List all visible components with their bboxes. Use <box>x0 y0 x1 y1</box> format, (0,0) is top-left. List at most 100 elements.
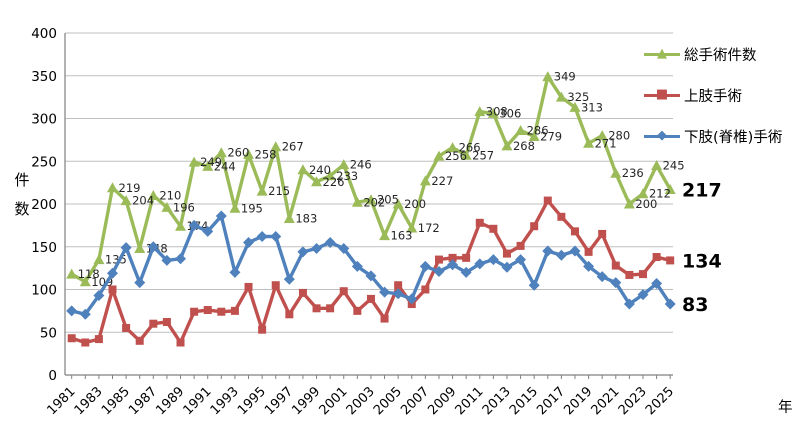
triangle-marker <box>243 148 255 159</box>
square-marker <box>108 285 117 294</box>
diamond-marker <box>188 219 200 231</box>
x-tick-label: 2021 <box>589 384 623 418</box>
x-tick-label: 2015 <box>507 384 541 418</box>
data-label: 163 <box>391 229 413 243</box>
data-label: 196 <box>173 200 195 214</box>
triangle-marker <box>270 141 282 152</box>
square-marker <box>149 319 158 328</box>
y-tick-label: 200 <box>31 197 57 213</box>
diamond-marker <box>474 258 486 270</box>
diamond-marker <box>637 289 649 301</box>
lower-limb-series-swatch: ◆ <box>644 129 680 142</box>
triangle-marker <box>474 106 486 117</box>
data-label: 233 <box>336 169 358 183</box>
legend-label-upper-limb: 上肢手術 <box>684 88 742 105</box>
end-value-label: 217 <box>682 179 722 201</box>
triangle-marker <box>447 142 459 153</box>
triangle-marker <box>120 195 132 206</box>
triangle-marker <box>202 160 214 171</box>
triangle-marker <box>161 201 173 212</box>
diamond-marker <box>365 270 377 282</box>
triangle-marker <box>215 147 227 158</box>
diamond-marker <box>175 253 187 265</box>
triangle-marker <box>623 198 635 209</box>
square-marker <box>638 270 647 279</box>
triangle-marker <box>406 222 418 233</box>
data-label: 236 <box>622 166 644 180</box>
x-tick-label: 1997 <box>262 384 296 418</box>
data-label: 212 <box>649 187 671 201</box>
triangle-marker-icon: ▲ <box>657 45 667 61</box>
data-label: 257 <box>472 148 494 162</box>
diamond-marker <box>351 260 363 272</box>
triangle-marker <box>324 170 336 181</box>
legend: ▲ 総手術件数 ■ 上肢手術 ◆ 下肢(脊椎)手術 <box>640 40 787 163</box>
triangle-marker <box>637 188 649 199</box>
triangle-marker <box>664 183 676 194</box>
triangle-marker <box>351 196 363 207</box>
data-label: 249 <box>200 155 222 169</box>
legend-item-total: ▲ 総手術件数 <box>640 40 787 68</box>
y-tick-label: 250 <box>31 154 57 170</box>
data-label: 172 <box>418 221 440 235</box>
x-tick-label: 1989 <box>153 384 187 418</box>
legend-item-upper-limb: ■ 上肢手術 <box>640 81 787 109</box>
triangle-marker <box>79 276 91 287</box>
x-tick-label: 2001 <box>317 384 351 418</box>
diamond-marker-icon: ◆ <box>657 127 667 143</box>
triangle-marker <box>501 140 513 151</box>
triangle-marker <box>460 149 472 160</box>
data-label: 325 <box>567 90 589 104</box>
data-label: 279 <box>540 129 562 143</box>
x-tick-label: 1987 <box>126 384 160 418</box>
square-marker <box>176 338 185 347</box>
diamond-marker <box>297 246 309 258</box>
legend-label-total: 総手術件数 <box>684 47 757 64</box>
square-marker <box>502 249 511 258</box>
triangle-marker <box>256 185 268 196</box>
data-label: 267 <box>282 140 304 154</box>
square-marker <box>258 325 267 334</box>
x-tick-label: 2011 <box>453 384 487 418</box>
triangle-marker <box>392 198 404 209</box>
data-label: 244 <box>214 159 236 173</box>
diamond-marker <box>528 279 540 291</box>
diamond-marker <box>651 278 663 290</box>
data-label: 219 <box>119 181 141 195</box>
square-marker <box>298 288 307 297</box>
triangle-marker <box>93 254 105 265</box>
triangle-marker <box>651 160 663 171</box>
data-label: 308 <box>486 105 508 119</box>
x-tick-label: 2009 <box>425 384 459 418</box>
data-label: 202 <box>363 195 385 209</box>
x-tick-label: 2025 <box>643 384 677 418</box>
diamond-marker <box>596 271 608 283</box>
square-marker <box>94 335 103 344</box>
data-label: 313 <box>581 100 603 114</box>
diamond-marker <box>202 225 214 237</box>
x-tick-label: 1999 <box>289 384 323 418</box>
data-label: 227 <box>431 174 453 188</box>
x-tick-label: 1993 <box>208 384 242 418</box>
end-value-label: 134 <box>682 250 722 272</box>
diamond-marker <box>134 277 146 289</box>
triangle-marker <box>297 164 309 175</box>
y-tick-label: 300 <box>31 112 57 128</box>
x-tick-label: 2017 <box>534 384 568 418</box>
triangle-marker <box>229 202 241 213</box>
series-総手術件数: 1181091352192041482101961742492442601952… <box>66 70 685 289</box>
y-tick-label: 50 <box>40 325 57 341</box>
x-axis-title: 年 <box>778 399 793 416</box>
diamond-marker <box>419 260 431 272</box>
triangle-marker <box>487 107 499 118</box>
data-label: 260 <box>227 146 249 160</box>
square-marker <box>394 281 403 290</box>
diamond-marker <box>460 266 472 278</box>
square-marker <box>162 317 171 326</box>
square-marker <box>339 287 348 296</box>
triangle-marker <box>147 189 159 200</box>
diamond-marker <box>406 293 418 305</box>
square-marker <box>584 247 593 256</box>
diamond-marker <box>66 305 78 317</box>
